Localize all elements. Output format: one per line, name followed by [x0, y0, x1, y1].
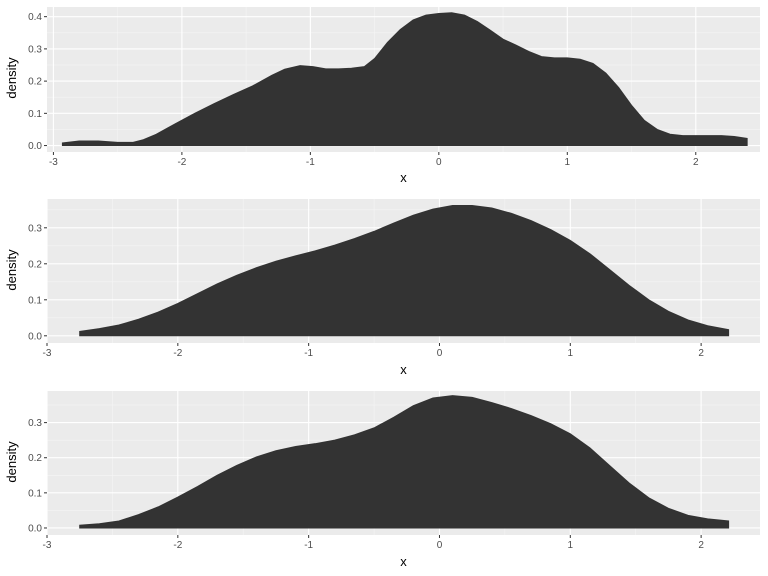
x-tick-label: -2: [173, 540, 182, 551]
x-tick-label: 1: [565, 157, 571, 168]
x-axis-title: x: [400, 362, 407, 377]
y-tick-label: 0.0: [28, 523, 42, 534]
y-tick-label: 0.1: [28, 295, 42, 306]
y-tick-label: 0.2: [28, 259, 42, 270]
x-tick-label: -3: [43, 348, 52, 359]
x-tick-label: -1: [306, 157, 315, 168]
y-tick-label: 0.0: [28, 141, 42, 152]
y-tick-label: 0.2: [28, 77, 42, 88]
x-axis-title: x: [400, 554, 407, 569]
x-tick-label: 2: [698, 540, 704, 551]
x-tick-label: 1: [568, 348, 574, 359]
chart-panel-1: -3 -2 -1 0 1 2 0.0 0.1 0.2 0.3 0.4 x density: [4, 7, 760, 185]
x-tick-label: -2: [177, 157, 186, 168]
x-tick-label: 0: [436, 157, 442, 168]
chart-panel-3: -3 -2 -1 0 1 2 0.0 0.1 0.2 0.3 x density: [4, 391, 760, 569]
x-tick-label: -3: [43, 540, 52, 551]
y-tick-label: 0.4: [28, 12, 42, 23]
x-tick-label: 0: [437, 540, 443, 551]
chart-panel-2: -3 -2 -1 0 1 2 0.0 0.1 0.2 0.3 x density: [4, 199, 760, 377]
x-tick-label: -3: [49, 157, 58, 168]
y-tick-label: 0.2: [28, 453, 42, 464]
density-area: [61, 12, 748, 147]
x-tick-label: -1: [304, 348, 313, 359]
x-tick-label: -1: [304, 540, 313, 551]
x-tick-label: 0: [437, 348, 443, 359]
y-axis-title: density: [4, 57, 19, 99]
x-tick-label: 2: [698, 348, 704, 359]
y-axis-title: density: [4, 441, 19, 483]
y-tick-label: 0.0: [28, 331, 42, 342]
x-tick-label: 2: [693, 157, 699, 168]
x-axis-title: x: [400, 170, 407, 185]
y-tick-label: 0.3: [28, 223, 42, 234]
x-tick-label: -2: [173, 348, 182, 359]
y-tick-label: 0.3: [28, 418, 42, 429]
density-area: [79, 204, 730, 337]
y-axis-title: density: [4, 249, 19, 291]
y-tick-label: 0.3: [28, 44, 42, 55]
y-tick-label: 0.1: [28, 109, 42, 120]
x-tick-label: 1: [568, 540, 574, 551]
y-tick-label: 0.1: [28, 488, 42, 499]
density-area: [79, 395, 730, 529]
